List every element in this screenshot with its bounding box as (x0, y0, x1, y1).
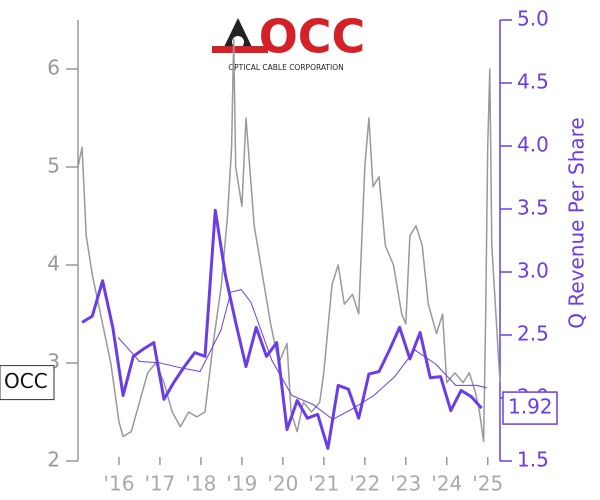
x-tick-label: '24 (431, 472, 462, 496)
y2-tick-label: 3.5 (517, 196, 549, 220)
series-name-box (0, 365, 55, 401)
y-tick-label: 6 (47, 56, 60, 80)
last-value-label: 1.92 (508, 395, 553, 419)
series-line (77, 38, 501, 443)
logo: OCC OPTICAL CABLE CORPORATION (212, 10, 366, 72)
x-tick-label: '25 (472, 472, 503, 496)
logo-bar (212, 46, 268, 53)
x-tick-label: '21 (308, 472, 339, 496)
x-tick-label: '20 (267, 472, 298, 496)
y2-tick-label: 4.5 (517, 70, 549, 94)
series-line (117, 289, 488, 420)
y2-tick-label: 3.0 (517, 259, 549, 283)
y-tick-label: 4 (47, 252, 60, 276)
y-tick-label: 2 (47, 448, 60, 472)
x-tick-label: '23 (390, 472, 421, 496)
x-tick-label: '22 (349, 472, 380, 496)
y2-tick-label: 5.0 (517, 7, 549, 31)
series-name: OCC (4, 369, 48, 393)
x-tick-label: '19 (226, 472, 257, 496)
y-tick-label: 5 (47, 154, 60, 178)
y2-tick-label: 1.5 (517, 448, 549, 472)
y2-tick-label: 2.5 (517, 322, 549, 346)
x-tick-label: '18 (185, 472, 216, 496)
last-value-box (502, 391, 558, 425)
x-tick-label: '17 (144, 472, 175, 496)
x-tick-label: '16 (103, 472, 134, 496)
series-line (81, 208, 483, 450)
logo-subtitle: OPTICAL CABLE CORPORATION (228, 63, 344, 72)
y2-axis-label: Q Revenue Per Share (565, 117, 589, 329)
y2-tick-label: 4.0 (517, 133, 549, 157)
logo-text: OCC (259, 10, 366, 64)
